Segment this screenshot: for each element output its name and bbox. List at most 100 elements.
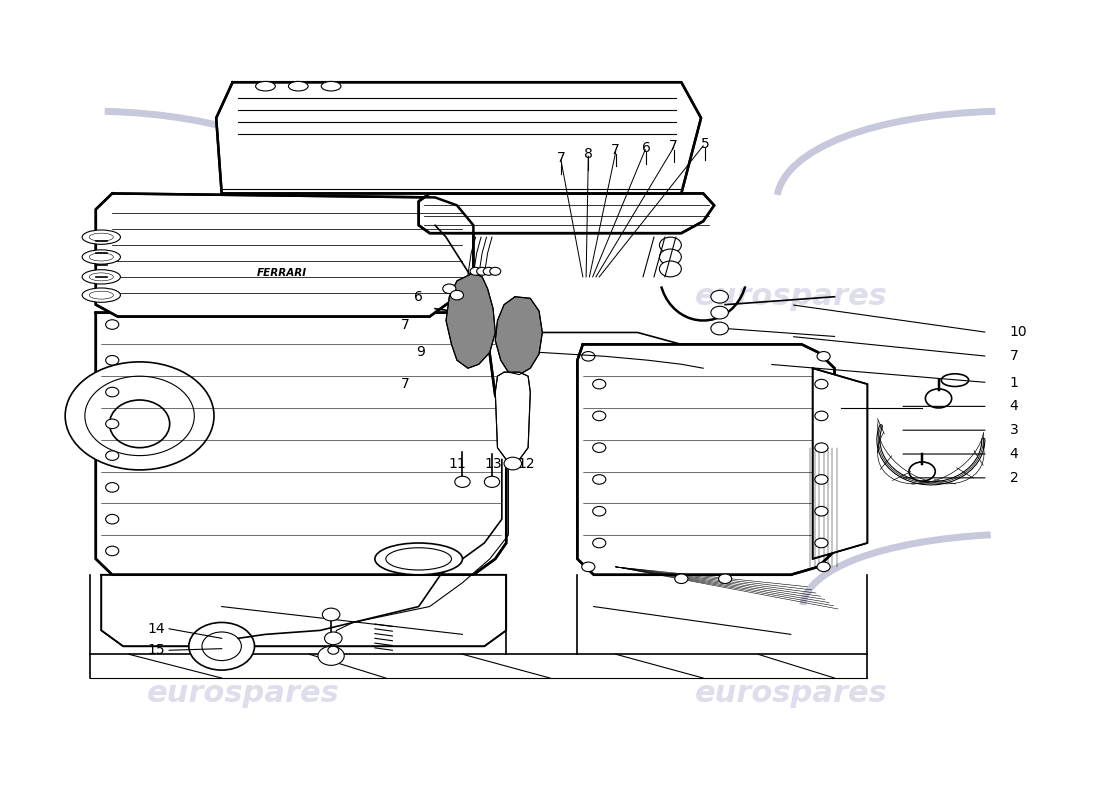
Circle shape xyxy=(450,290,463,300)
Circle shape xyxy=(711,290,728,303)
Circle shape xyxy=(504,457,521,470)
Circle shape xyxy=(322,608,340,621)
Circle shape xyxy=(484,476,499,487)
Circle shape xyxy=(324,632,342,645)
Circle shape xyxy=(65,362,214,470)
Circle shape xyxy=(328,646,339,654)
Ellipse shape xyxy=(942,374,969,386)
Circle shape xyxy=(593,506,606,516)
Text: 8: 8 xyxy=(584,146,593,161)
Ellipse shape xyxy=(89,253,113,261)
Circle shape xyxy=(815,411,828,421)
Polygon shape xyxy=(495,297,542,374)
Circle shape xyxy=(815,379,828,389)
Circle shape xyxy=(659,261,681,277)
Text: 7: 7 xyxy=(557,150,565,165)
Circle shape xyxy=(711,322,728,335)
Circle shape xyxy=(106,355,119,365)
Text: 1: 1 xyxy=(1010,375,1019,390)
Ellipse shape xyxy=(386,548,451,570)
Text: 3: 3 xyxy=(1010,423,1019,437)
Text: eurospares: eurospares xyxy=(147,679,340,709)
Polygon shape xyxy=(96,194,473,317)
Circle shape xyxy=(593,411,606,421)
Circle shape xyxy=(593,443,606,453)
Ellipse shape xyxy=(82,250,120,264)
Text: 14: 14 xyxy=(147,622,165,636)
Circle shape xyxy=(454,476,470,487)
Text: eurospares: eurospares xyxy=(694,282,888,311)
Circle shape xyxy=(85,376,195,456)
Text: 5: 5 xyxy=(701,137,710,151)
Circle shape xyxy=(582,562,595,571)
Circle shape xyxy=(483,267,494,275)
Circle shape xyxy=(106,546,119,556)
Circle shape xyxy=(593,474,606,484)
Circle shape xyxy=(442,284,455,294)
Circle shape xyxy=(815,443,828,453)
Text: 2: 2 xyxy=(1010,471,1019,485)
Circle shape xyxy=(817,562,830,571)
Circle shape xyxy=(711,306,728,319)
Text: 10: 10 xyxy=(1010,326,1027,339)
Circle shape xyxy=(718,574,732,583)
Circle shape xyxy=(470,267,481,275)
Polygon shape xyxy=(446,273,495,368)
Circle shape xyxy=(106,387,119,397)
Ellipse shape xyxy=(89,233,113,241)
Circle shape xyxy=(106,514,119,524)
Ellipse shape xyxy=(288,82,308,91)
Text: 11: 11 xyxy=(448,457,465,470)
Circle shape xyxy=(106,451,119,460)
Polygon shape xyxy=(96,313,506,574)
Text: 7: 7 xyxy=(612,142,620,157)
Circle shape xyxy=(815,474,828,484)
Polygon shape xyxy=(578,344,835,574)
Ellipse shape xyxy=(321,82,341,91)
Text: 6: 6 xyxy=(642,141,651,155)
Ellipse shape xyxy=(82,270,120,284)
Circle shape xyxy=(593,379,606,389)
Text: FERRARI: FERRARI xyxy=(256,268,307,278)
Ellipse shape xyxy=(110,400,169,448)
Circle shape xyxy=(593,538,606,548)
Circle shape xyxy=(318,646,344,666)
Ellipse shape xyxy=(255,82,275,91)
Ellipse shape xyxy=(82,288,120,302)
Circle shape xyxy=(659,237,681,253)
Text: 4: 4 xyxy=(1010,447,1019,461)
Circle shape xyxy=(925,389,952,408)
Circle shape xyxy=(815,506,828,516)
Ellipse shape xyxy=(375,543,462,574)
Circle shape xyxy=(817,351,830,361)
Text: 7: 7 xyxy=(402,318,410,331)
Polygon shape xyxy=(217,82,701,194)
Polygon shape xyxy=(495,372,530,459)
Text: 15: 15 xyxy=(147,643,165,658)
Circle shape xyxy=(815,538,828,548)
Circle shape xyxy=(202,632,241,661)
Polygon shape xyxy=(101,574,506,646)
Text: eurospares: eurospares xyxy=(694,679,888,709)
Text: 7: 7 xyxy=(1010,350,1019,363)
Polygon shape xyxy=(813,368,868,559)
Text: 13: 13 xyxy=(484,457,502,470)
Text: 9: 9 xyxy=(417,346,426,359)
Text: eurospares: eurospares xyxy=(147,282,340,311)
Circle shape xyxy=(189,622,254,670)
Circle shape xyxy=(106,320,119,330)
Circle shape xyxy=(106,482,119,492)
Circle shape xyxy=(582,351,595,361)
Text: 7: 7 xyxy=(669,138,678,153)
Circle shape xyxy=(476,267,487,275)
Ellipse shape xyxy=(89,291,113,299)
Circle shape xyxy=(674,574,688,583)
Text: 6: 6 xyxy=(415,290,424,304)
Text: 4: 4 xyxy=(1010,399,1019,414)
Text: 12: 12 xyxy=(517,457,535,470)
Text: 7: 7 xyxy=(402,377,410,391)
Circle shape xyxy=(106,419,119,429)
Circle shape xyxy=(490,267,500,275)
Ellipse shape xyxy=(82,230,120,244)
Circle shape xyxy=(909,462,935,481)
